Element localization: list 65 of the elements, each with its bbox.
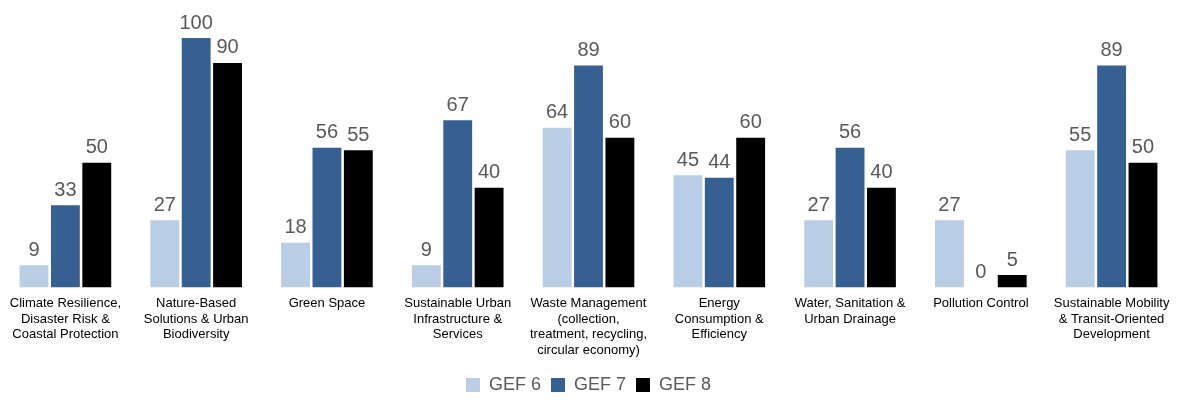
legend-label: GEF 7: [573, 373, 627, 394]
data-label: 27: [938, 192, 961, 215]
bar: [542, 127, 572, 288]
x-tick-label: Pollution Control: [933, 294, 1029, 310]
bar: [82, 162, 112, 288]
bar: [443, 120, 473, 288]
x-tick-label: Sustainable Urban Infrastructure & Services: [404, 294, 512, 342]
data-label: 18: [284, 215, 307, 238]
x-tick-label: Sustainable Mobility & Transit-Oriented Development: [1053, 294, 1170, 342]
x-tick-label: Green Space: [288, 294, 366, 310]
legend-label: GEF 6: [488, 373, 541, 394]
data-label: 40: [870, 160, 893, 183]
bar: [673, 175, 703, 288]
data-label: 55: [1069, 122, 1092, 145]
bar: [736, 137, 766, 288]
bar: [213, 62, 242, 288]
bar: [19, 265, 49, 288]
data-label: 60: [739, 110, 762, 133]
bar: [411, 265, 441, 288]
data-label: 89: [577, 37, 600, 60]
bar: [50, 205, 80, 288]
data-label: 45: [676, 147, 700, 170]
bar: [704, 177, 734, 288]
bar: [935, 220, 964, 288]
data-label: 40: [477, 160, 501, 183]
data-label: 90: [216, 35, 239, 58]
data-label: 55: [347, 122, 370, 145]
data-label: 60: [608, 110, 632, 133]
bar: [835, 147, 865, 288]
data-label: 50: [85, 135, 108, 158]
bar: [1128, 162, 1158, 288]
bar: [312, 147, 342, 288]
bar: [605, 137, 635, 288]
bar: [281, 242, 310, 288]
legend-label: GEF 8: [659, 373, 712, 394]
bar: [997, 275, 1027, 288]
bar: [150, 220, 180, 288]
data-label: 33: [54, 177, 77, 200]
data-label: 9: [420, 237, 432, 260]
bar: [181, 38, 211, 288]
data-label: 27: [153, 192, 176, 215]
x-tick-label: Energy Consumption & Efficiency: [674, 294, 765, 342]
x-tick-label: Water, Sanitation & Urban Drainage: [794, 294, 906, 326]
data-label: 50: [1131, 135, 1155, 158]
data-label: 89: [1100, 37, 1123, 60]
bar: [574, 65, 603, 288]
data-label: 0: [975, 260, 987, 283]
bar: [1065, 150, 1095, 288]
data-label: 44: [708, 150, 731, 173]
bar: [804, 220, 834, 288]
data-label: 100: [179, 10, 213, 33]
data-label: 9: [28, 237, 40, 260]
data-label: 56: [838, 120, 862, 143]
bar: [867, 187, 896, 288]
data-label: 67: [446, 92, 469, 115]
data-label: 5: [1006, 247, 1018, 270]
x-tick-label: Waste Management (collection, treatment, recycling, circular economy): [529, 294, 648, 357]
data-label: 56: [315, 120, 339, 143]
x-tick-label: Nature-Based Solutions & Urban Biodiversity: [143, 294, 249, 342]
x-tick-label: Climate Resilience, Disaster Risk & Coastal Protection: [9, 294, 122, 342]
bar: [474, 187, 504, 288]
data-label: 64: [545, 100, 569, 123]
data-label: 27: [807, 192, 830, 215]
bar: [343, 150, 373, 288]
bar: [1097, 65, 1127, 288]
